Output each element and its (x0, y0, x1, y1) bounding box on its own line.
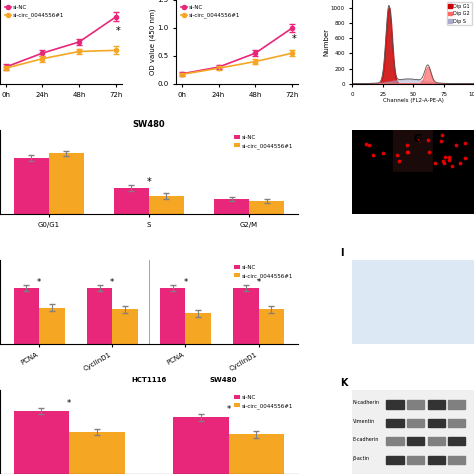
X-axis label: Channels (FL2-A-PE-A): Channels (FL2-A-PE-A) (383, 98, 444, 103)
Bar (428, 400, 445, 409)
Legend: si-NC, si-circ_0044556#1: si-NC, si-circ_0044556#1 (232, 393, 295, 411)
Bar (114, 188, 149, 214)
Bar (448, 400, 465, 409)
Bar (428, 437, 445, 446)
Point (431, 159, 438, 166)
Text: *: * (227, 405, 231, 414)
Text: *: * (183, 278, 188, 287)
Bar (259, 310, 284, 344)
Text: G: G (413, 134, 421, 144)
Bar (407, 400, 424, 409)
Bar (448, 437, 465, 446)
Bar (448, 456, 465, 464)
Point (403, 148, 410, 156)
Bar (160, 288, 185, 344)
Text: *: * (292, 34, 297, 44)
Bar (407, 419, 424, 427)
Point (369, 152, 376, 159)
Bar (249, 201, 284, 214)
Y-axis label: Number: Number (323, 28, 329, 56)
Text: β-actin: β-actin (353, 456, 369, 461)
Bar (87, 288, 112, 344)
Text: *: * (256, 278, 261, 287)
Bar (386, 400, 403, 409)
Bar (49, 154, 84, 214)
Y-axis label: OD value (450 nm): OD value (450 nm) (149, 9, 156, 75)
Point (365, 141, 373, 149)
Point (425, 148, 433, 155)
Bar (185, 313, 211, 344)
Point (438, 131, 446, 139)
Text: K: K (340, 378, 348, 388)
Bar (112, 310, 138, 344)
Point (462, 139, 469, 146)
Bar (386, 437, 403, 446)
Legend: Dip G1, Dip G2, Dip S: Dip G1, Dip G2, Dip S (447, 2, 472, 25)
Bar (392, 130, 433, 172)
Text: *: * (146, 177, 151, 187)
Point (453, 141, 460, 149)
Point (449, 163, 456, 170)
Bar (39, 308, 65, 344)
Point (440, 159, 447, 167)
Bar (407, 456, 424, 464)
Point (445, 156, 452, 164)
Text: SW480: SW480 (210, 377, 237, 383)
Bar (149, 196, 184, 214)
Bar (353, 130, 392, 172)
Text: *: * (110, 278, 114, 287)
Legend: si-NC, si-circ_0044556#1: si-NC, si-circ_0044556#1 (3, 3, 66, 21)
Bar (407, 437, 424, 446)
Bar (448, 419, 465, 427)
Text: HCT1116: HCT1116 (131, 377, 166, 383)
Bar (14, 411, 69, 474)
Legend: si-NC, si-circ_0044556#1: si-NC, si-circ_0044556#1 (179, 3, 242, 21)
Point (438, 137, 445, 145)
Point (441, 153, 448, 161)
Point (362, 140, 369, 148)
Bar (14, 158, 49, 214)
Point (415, 136, 423, 144)
Bar (353, 172, 392, 214)
Bar (428, 456, 445, 464)
Bar (386, 419, 403, 427)
Bar (214, 199, 249, 214)
Legend: si-NC, si-circ_0044556#1: si-NC, si-circ_0044556#1 (232, 263, 295, 281)
Bar (433, 130, 473, 172)
Text: N-cadherin: N-cadherin (353, 400, 380, 405)
Point (403, 142, 411, 149)
Legend: si-NC, si-circ_0044556#1: si-NC, si-circ_0044556#1 (232, 133, 295, 151)
Point (404, 148, 411, 156)
Point (445, 154, 453, 161)
Bar (69, 432, 125, 474)
Text: I: I (340, 248, 344, 258)
Point (456, 160, 464, 167)
Bar (386, 456, 403, 464)
Bar (392, 172, 433, 214)
Bar (173, 418, 228, 474)
Text: *: * (67, 399, 72, 408)
Text: E-cadherin: E-cadherin (353, 437, 379, 442)
Text: *: * (37, 278, 41, 287)
Bar (433, 172, 473, 214)
Point (393, 151, 401, 159)
Point (380, 149, 387, 157)
Bar (233, 288, 259, 344)
Title: SW480: SW480 (133, 120, 165, 129)
Text: *: * (116, 26, 121, 36)
Point (395, 158, 403, 165)
Text: Vimentin: Vimentin (353, 419, 374, 424)
Point (461, 155, 468, 162)
Point (424, 136, 431, 144)
Bar (14, 288, 39, 344)
Bar (428, 419, 445, 427)
Bar (228, 434, 284, 474)
Point (439, 157, 447, 165)
